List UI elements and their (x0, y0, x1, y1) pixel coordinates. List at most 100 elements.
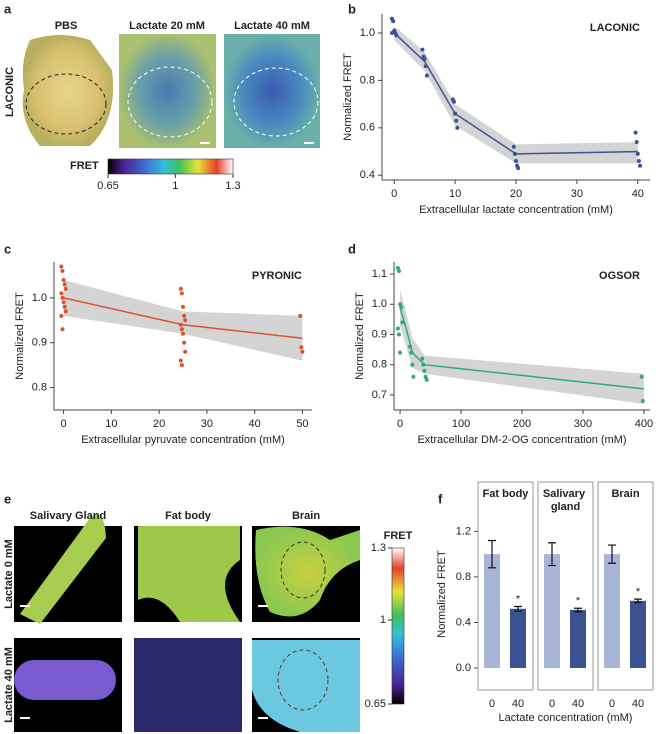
column-label: Salivary Gland (30, 510, 106, 522)
panel-letter: e (4, 491, 11, 506)
data-point (411, 374, 416, 379)
column-label: PBS (55, 20, 78, 32)
confidence-band (394, 25, 638, 164)
x-tick-label: 30 (201, 418, 213, 430)
data-point (179, 291, 184, 296)
data-point (60, 295, 65, 300)
colorbar-title: FRET (70, 160, 99, 172)
y-tick-label: 1.1 (372, 268, 387, 280)
y-tick-label: 0.9 (32, 337, 47, 349)
data-point (183, 318, 188, 323)
data-point (408, 344, 413, 349)
colorbar-tick-label: 1 (380, 614, 386, 626)
colorbar-tick-label: 0.65 (97, 180, 118, 192)
data-point (516, 166, 521, 171)
column-label: Brain (292, 510, 320, 522)
x-tick-label: 0 (391, 188, 397, 200)
data-point (181, 304, 185, 309)
chart-title: PYRONIC (252, 270, 302, 282)
column-label: Lactate 20 mM (129, 20, 205, 32)
x-tick-label: 40 (632, 698, 644, 710)
error-bar (488, 539, 496, 569)
x-tick-label: 40 (572, 698, 584, 710)
y-tick-label: 1.0 (32, 292, 47, 304)
fit-line (63, 297, 303, 339)
y-axis-label: Normalized FRET (436, 550, 448, 638)
data-point (389, 30, 394, 35)
data-point (62, 282, 67, 287)
data-point (640, 398, 645, 403)
data-point (395, 266, 400, 271)
panel-letter: a (4, 1, 12, 16)
row-label: Lactate 0 mM (3, 539, 15, 609)
data-point (410, 362, 415, 367)
data-point (455, 125, 460, 130)
x-axis-label: Extracellular lactate concentration (mM) (419, 204, 613, 216)
y-tick-label: 0.0 (456, 662, 471, 674)
data-point (454, 118, 459, 123)
data-point (63, 309, 68, 314)
facet-frame (537, 481, 594, 691)
x-axis-label: Extracellular DM-2-OG concentration (mM) (417, 434, 626, 446)
y-tick-label: 0.8 (360, 74, 375, 86)
data-point (420, 47, 425, 52)
x-axis-label: Lactate concentration (mM) (499, 712, 633, 724)
data-point (422, 368, 427, 373)
data-point (59, 291, 64, 296)
data-point (60, 268, 65, 273)
data-point (300, 349, 305, 354)
facet-frame (477, 481, 534, 691)
colorbar (107, 158, 234, 175)
x-tick-label: 10 (449, 188, 461, 200)
data-point (451, 99, 456, 104)
row-label: LACONIC (4, 67, 16, 117)
data-point (635, 151, 640, 156)
data-point (179, 327, 184, 332)
x-tick-label: 40 (512, 698, 524, 710)
data-point (424, 377, 429, 382)
data-point (511, 144, 516, 149)
data-point (423, 374, 428, 379)
data-point (394, 33, 399, 38)
data-point (182, 313, 187, 318)
data-point (398, 302, 403, 307)
data-point (181, 331, 185, 336)
x-tick-label: 200 (513, 418, 531, 430)
colorbar (391, 547, 405, 705)
data-point (423, 64, 428, 69)
data-point (178, 322, 183, 327)
column-label: Fat body (165, 510, 212, 522)
data-point (453, 111, 458, 116)
data-point (396, 269, 401, 274)
y-tick-label: 1.0 (372, 298, 387, 310)
data-point (396, 332, 401, 337)
y-tick-label: 0.9 (372, 328, 387, 340)
x-tick-label: 100 (452, 418, 470, 430)
data-point (61, 300, 66, 305)
x-tick-label: 30 (571, 188, 583, 200)
bar (604, 554, 620, 668)
bar (510, 608, 526, 668)
y-tick-label: 0.7 (372, 389, 387, 401)
data-point (298, 313, 303, 318)
chart-title: OGSOR (599, 270, 640, 282)
y-tick-label: 0.4 (360, 169, 375, 181)
data-point (420, 356, 425, 361)
data-point (633, 130, 638, 135)
significance-marker: * (636, 586, 641, 598)
error-bar (574, 607, 582, 613)
data-point (514, 159, 518, 164)
data-point (59, 264, 64, 269)
data-point (178, 358, 183, 363)
bar (630, 600, 646, 668)
data-point (395, 326, 400, 331)
data-point (59, 313, 64, 318)
x-tick-label: 40 (249, 418, 261, 430)
colorbar-title: FRET (384, 530, 413, 542)
y-tick-label: 0.8 (456, 571, 471, 583)
y-tick-label: 1.0 (360, 27, 375, 39)
microscopy-images (14, 513, 360, 732)
x-axis-label: Extracellular pyruvate concentration (mM… (81, 434, 285, 446)
data-point (400, 320, 405, 325)
